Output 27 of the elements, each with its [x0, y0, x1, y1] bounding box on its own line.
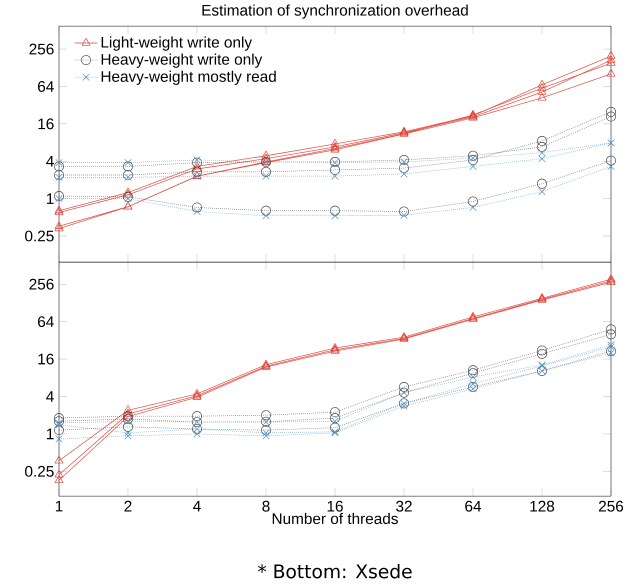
x-axis-title: Number of threads	[272, 512, 398, 524]
text: * Bottom: Xsede	[258, 564, 412, 578]
y-tick-label: 0.25	[25, 230, 54, 242]
y-tick-label: 16	[38, 354, 54, 364]
legend-label: Light-weight write only	[102, 36, 252, 51]
y-tick-label: 64	[38, 316, 54, 327]
y-tick-label: 4	[46, 391, 54, 402]
legend-label: Heavy-weight write only	[102, 54, 262, 68]
chart-title: Estimation of synchronization overhead	[202, 4, 468, 19]
y-tick-label: 4	[46, 156, 54, 166]
y-tick-label: 64	[38, 80, 54, 92]
x-tick-label: 8	[262, 500, 270, 512]
x-tick-label: 256	[598, 500, 624, 512]
legend-label: Heavy-weight mostly read	[102, 70, 276, 85]
x-tick-label: 2	[124, 500, 132, 512]
y-tick-label: 256	[29, 44, 54, 54]
x-tick-label: 16	[328, 500, 343, 512]
x-tick-label: 1	[56, 500, 63, 512]
x-tick-label: 4	[193, 500, 201, 512]
y-tick-label: 256	[29, 278, 54, 290]
x-tick-label: 64	[465, 500, 482, 512]
x-tick-label: 32	[396, 500, 412, 512]
y-tick-label: 16	[38, 118, 54, 130]
y-tick-label: 1	[46, 428, 54, 440]
y-tick-label: 1	[46, 193, 54, 204]
y-tick-label: 0.25	[25, 466, 54, 477]
x-tick-label: 128	[530, 500, 554, 512]
